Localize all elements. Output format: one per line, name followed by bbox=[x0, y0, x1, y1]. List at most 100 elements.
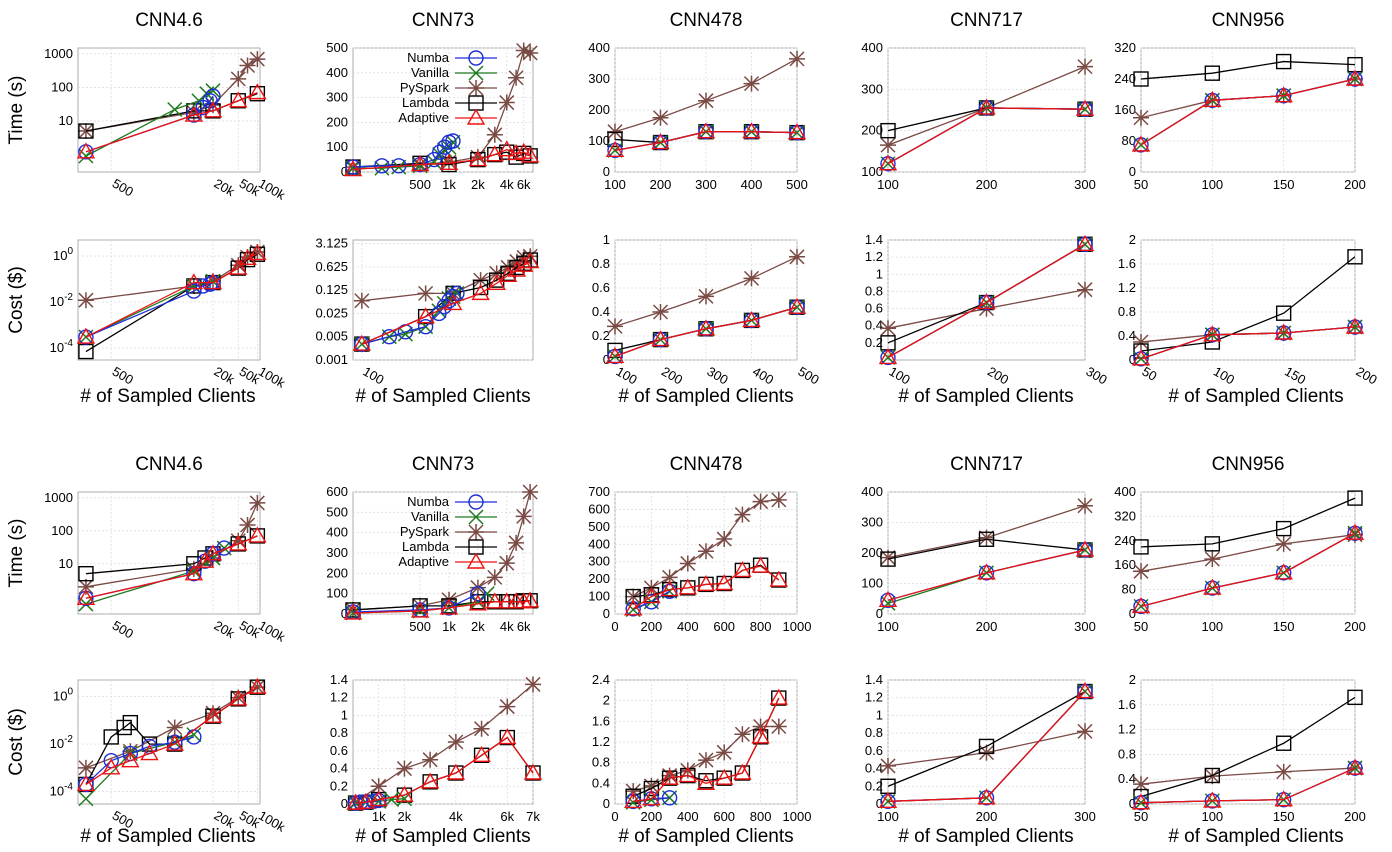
x-tick-label: 500 bbox=[409, 177, 431, 192]
y-tick-label: 0 bbox=[1129, 796, 1136, 811]
y-tick-label: 100 bbox=[588, 589, 610, 604]
x-tick-label: 300 bbox=[1074, 619, 1096, 634]
x-tick-label: 50 bbox=[1134, 619, 1148, 634]
data-point-pyspark bbox=[880, 549, 896, 566]
y-tick-label: 0 bbox=[1129, 164, 1136, 179]
y-tick-label: 300 bbox=[861, 515, 883, 530]
y-tick-label: 1 bbox=[341, 707, 348, 722]
chart-panel-c2c2: 0 0.2 0.4 0.6 0.8 1 1.2 1.4 1k 2k 4k 6k 7k bbox=[330, 672, 543, 824]
x-tick-label: 200 bbox=[1354, 364, 1380, 388]
y-tick-label: 10 bbox=[59, 113, 73, 128]
y-tick-label: 400 bbox=[326, 525, 348, 540]
data-point-adaptive bbox=[1075, 234, 1095, 251]
y-tick-label: 100 bbox=[588, 133, 610, 148]
data-point-adaptive bbox=[696, 574, 716, 592]
data-point-pyspark bbox=[239, 57, 256, 74]
x-tick-label: 100 bbox=[1201, 177, 1223, 192]
y-tick-label: 0.2 bbox=[330, 778, 348, 793]
chart-title: CNN717 bbox=[950, 10, 1023, 31]
y-tick-label: 0.125 bbox=[315, 282, 348, 297]
series-line-lambda bbox=[887, 690, 1086, 787]
y-tick-label: 1 bbox=[876, 707, 883, 722]
data-point-adaptive bbox=[742, 310, 761, 328]
chart-panel-c1c5: 0 0.4 0.8 1.2 1.6 2 50 100 150 200 bbox=[1118, 232, 1380, 387]
y-tick-label: 0 bbox=[603, 352, 610, 367]
data-point-adaptive bbox=[878, 348, 898, 365]
y-tick-label: 0.4 bbox=[865, 761, 883, 776]
series-line-adaptive bbox=[1140, 326, 1356, 360]
data-point-adaptive bbox=[498, 728, 517, 745]
x-tick-label: 2k bbox=[471, 619, 485, 634]
data-point-vanilla bbox=[186, 727, 202, 743]
data-point-adaptive bbox=[471, 283, 490, 301]
x-tick-label: 150 bbox=[1273, 177, 1295, 192]
y-tick-label: 320 bbox=[1114, 508, 1136, 523]
y-tick-label: 1.6 bbox=[1118, 697, 1136, 712]
y-tick-label: 0 bbox=[876, 606, 883, 621]
x-axis-label: # of Sampled Clients bbox=[898, 826, 1073, 847]
data-point-adaptive bbox=[443, 293, 463, 311]
data-point-adaptive bbox=[787, 123, 807, 140]
data-point-adaptive bbox=[121, 751, 140, 768]
y-tick-label: 2 bbox=[603, 693, 610, 708]
data-point-adaptive bbox=[651, 330, 670, 347]
x-tick-label: 200 bbox=[1344, 809, 1366, 824]
data-point-pyspark bbox=[469, 579, 486, 596]
y-tick-label: 0.025 bbox=[315, 305, 348, 320]
chart-title: CNN478 bbox=[670, 454, 743, 475]
data-point-pyspark bbox=[880, 757, 896, 774]
data-point-pyspark bbox=[122, 743, 139, 760]
y-tick-label: 1.2 bbox=[865, 690, 883, 705]
data-point-adaptive bbox=[733, 763, 752, 780]
data-point-adaptive bbox=[439, 598, 459, 615]
y-tick-label: 1.2 bbox=[592, 734, 610, 749]
y-tick-label: 0 bbox=[603, 164, 610, 179]
data-point-numba bbox=[449, 285, 465, 302]
y-tick-label: 0.6 bbox=[865, 301, 883, 316]
data-point-pyspark bbox=[230, 532, 247, 549]
y-tick-label: 1.6 bbox=[1118, 256, 1136, 271]
y-tick-label: 0.4 bbox=[1118, 328, 1136, 343]
data-point-numba bbox=[195, 278, 211, 294]
data-point-adaptive bbox=[514, 255, 534, 272]
x-tick-label: 150 bbox=[1282, 364, 1308, 388]
y-tick-label: 1000 bbox=[44, 46, 73, 61]
x-tick-label: 1000 bbox=[783, 619, 812, 634]
data-point-adaptive bbox=[165, 734, 184, 751]
y-tick-label: 300 bbox=[326, 545, 348, 560]
data-point-pyspark bbox=[77, 292, 94, 309]
legend-marker-pyspark bbox=[468, 524, 484, 540]
data-point-lambda bbox=[472, 279, 489, 296]
data-point-pyspark bbox=[1275, 535, 1292, 552]
plot-frame bbox=[1140, 239, 1356, 361]
data-point-lambda bbox=[78, 123, 94, 139]
legend-label-adaptive: Adaptive bbox=[398, 554, 449, 569]
y-tick-label: 1.2 bbox=[1118, 280, 1136, 295]
series-line-adaptive bbox=[1140, 767, 1356, 804]
data-point-lambda bbox=[1204, 65, 1221, 81]
data-point-adaptive bbox=[485, 592, 505, 609]
data-point-lambda bbox=[978, 738, 995, 755]
series-line-lambda bbox=[1140, 696, 1356, 798]
x-axis-label: # of Sampled Clients bbox=[1168, 826, 1343, 847]
y-tick-label: 160 bbox=[1114, 102, 1136, 117]
data-point-adaptive bbox=[238, 248, 257, 265]
data-point-lambda bbox=[116, 719, 132, 736]
chart-panel-t2c5: 0 80 160 240 320 400 50 100 150 200 CNN956 bbox=[1114, 454, 1366, 634]
data-point-adaptive bbox=[420, 772, 440, 789]
series-line-pyspark bbox=[1140, 534, 1356, 572]
data-point-pyspark bbox=[185, 104, 202, 121]
data-point-adaptive bbox=[520, 591, 540, 608]
data-point-pyspark bbox=[734, 506, 751, 523]
data-point-adaptive bbox=[184, 273, 204, 290]
data-point-pyspark bbox=[661, 569, 678, 586]
data-point-numba bbox=[661, 790, 678, 806]
data-point-pyspark bbox=[716, 531, 733, 548]
data-point-lambda bbox=[1204, 536, 1221, 552]
data-point-pyspark bbox=[661, 767, 678, 784]
data-point-pyspark bbox=[698, 288, 714, 305]
x-tick-label: 200 bbox=[976, 177, 998, 192]
data-point-numba bbox=[470, 585, 486, 602]
